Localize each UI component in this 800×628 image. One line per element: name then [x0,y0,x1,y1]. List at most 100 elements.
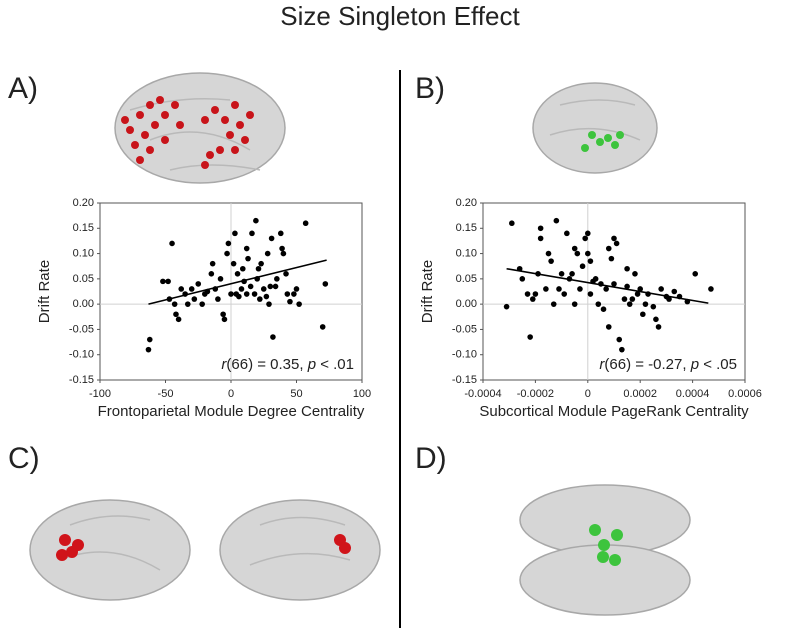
point [603,286,609,292]
point [283,271,289,277]
y-tick-label: 0.10 [73,247,94,259]
point [195,281,202,287]
figure-title: Size Singleton Effect [280,1,520,31]
plot-frame [482,202,746,381]
point [238,286,245,292]
point [655,324,662,330]
point [537,235,544,242]
point [600,306,607,313]
point [637,286,643,292]
point [145,346,152,353]
point [228,291,234,297]
annotation-part: p [307,356,316,373]
point [577,286,583,292]
point [264,250,271,257]
point [532,291,539,297]
y-tick-label: 0.05 [73,273,94,285]
point [626,301,633,307]
point [257,296,263,302]
point [191,296,198,302]
point [529,296,536,302]
annotation-part: (66) = 0.35, [226,356,307,373]
point [225,240,232,247]
annotation-part: < .01 [316,356,354,373]
point [243,245,250,252]
point [503,303,510,310]
point [629,296,636,302]
y-tick-label: 0.20 [73,197,94,209]
point [188,286,195,292]
point [569,271,575,277]
point [322,281,329,287]
point [253,217,259,224]
point [296,301,302,307]
point [224,250,230,257]
point [258,260,264,267]
point [585,230,591,237]
point [291,291,297,297]
point [619,346,625,353]
point [571,301,578,307]
point [208,271,215,277]
panel-label: A) [8,72,38,105]
point [524,291,531,297]
point [270,334,276,340]
point [249,230,255,237]
y-tick-label: -0.15 [452,374,477,386]
point [616,336,623,343]
point [556,286,562,292]
point [255,265,262,272]
point [592,276,599,282]
panel-label: D) [415,442,447,475]
point [287,298,293,305]
x-tick-label: -0.0002 [517,388,554,400]
point [175,316,182,323]
x-tick-label: -0.0004 [464,388,501,400]
panel-label: C) [8,442,40,475]
point [199,301,205,307]
point [217,276,224,282]
brain-b [532,82,658,174]
annotation-part: (66) = -0.27, [604,356,690,373]
point [553,217,560,224]
point [268,235,275,242]
point [587,258,594,264]
point [165,278,171,285]
point [509,220,515,227]
point [239,265,246,272]
y-tick-label: 0.00 [456,298,477,310]
annotation-part: r [221,356,227,373]
x-axis-label: Frontoparietal Module Degree Centrality [98,403,365,420]
point [245,255,251,262]
brain-a [114,72,286,184]
point [279,245,285,252]
point [613,240,620,247]
point [284,291,291,297]
point [653,316,659,323]
x-axis-label: Subcortical Module PageRank Centrality [479,403,749,420]
point [519,276,526,282]
point [247,283,254,290]
point [642,301,649,307]
point [221,316,228,323]
point [582,235,588,242]
point [692,271,699,277]
x-tick-label: 0 [228,388,234,400]
point [611,235,617,242]
point [634,291,641,297]
point [611,281,617,287]
point [274,276,280,282]
point [543,286,549,292]
point [184,301,191,307]
annotation-part: r [599,356,605,373]
y-tick-label: 0.05 [456,273,477,285]
point [293,286,300,292]
point [587,291,594,297]
point [263,293,270,300]
point [708,286,714,292]
trendline [148,259,327,305]
point [624,283,630,290]
panel-label: B) [415,72,445,105]
point [650,303,657,310]
